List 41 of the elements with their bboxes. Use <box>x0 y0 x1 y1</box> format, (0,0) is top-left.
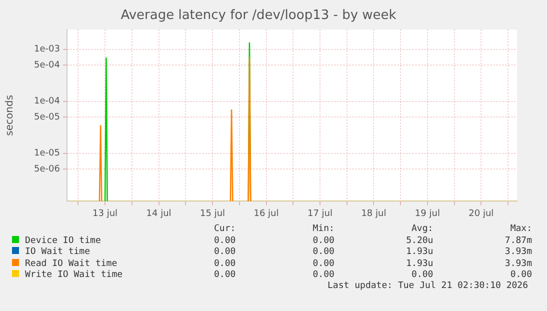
text: Max: <box>509 224 532 236</box>
y-tick-label: 1e-03 <box>34 44 60 55</box>
text: 7.87m <box>504 236 532 247</box>
y-tick-label: 5e-05 <box>34 112 60 122</box>
text: 3.93m <box>504 247 532 258</box>
text: 0.00 <box>410 270 434 281</box>
text: 0.00 <box>312 247 334 258</box>
text: 1.93u <box>405 258 434 270</box>
text: Min: <box>312 224 334 236</box>
text: Avg: <box>410 224 434 236</box>
x-tick-label: 20 jul <box>468 208 494 219</box>
text: 0.00 <box>213 236 236 247</box>
x-tick-label: 18 jul <box>361 208 386 219</box>
x-tick-label: 19 jul <box>414 208 440 219</box>
text: 0.00 <box>312 258 334 270</box>
y-tick-label: 1e-05 <box>34 148 60 159</box>
text: 0.00 <box>312 270 334 282</box>
text: 3.93m <box>504 258 532 270</box>
text: 5.20u <box>405 236 434 247</box>
text: 0.00 <box>509 270 532 281</box>
x-tick-label: 16 jul <box>254 208 279 219</box>
x-tick-label: 13 jul <box>92 208 118 219</box>
legend-label: Read IO Wait time <box>25 258 118 268</box>
legend-label: Write IO Wait time <box>25 270 123 280</box>
text: Cur: <box>213 224 236 236</box>
x-tick-label: 17 jul <box>307 208 332 219</box>
chart-title: Average latency for /dev/loop13 - by week <box>120 8 397 24</box>
y-tick-label: 1e-04 <box>34 96 60 107</box>
y-tick-label: 5e-04 <box>34 60 60 70</box>
text: Last update: Tue Jul 21 02:30:10 2026 <box>328 281 528 291</box>
x-tick-label: 15 jul <box>200 208 226 219</box>
text: 0.00 <box>213 270 236 282</box>
legend-label: IO Wait time <box>25 247 90 257</box>
legend-label: Device IO time <box>25 236 101 246</box>
text: 0.00 <box>312 236 334 247</box>
y-tick-label: 5e-06 <box>34 164 60 174</box>
y-axis-title: seconds <box>4 94 16 136</box>
x-tick-label: 14 jul <box>146 208 172 219</box>
text: 0.00 <box>213 247 236 258</box>
text: 0.00 <box>213 258 236 270</box>
text: 1.93u <box>405 247 434 258</box>
